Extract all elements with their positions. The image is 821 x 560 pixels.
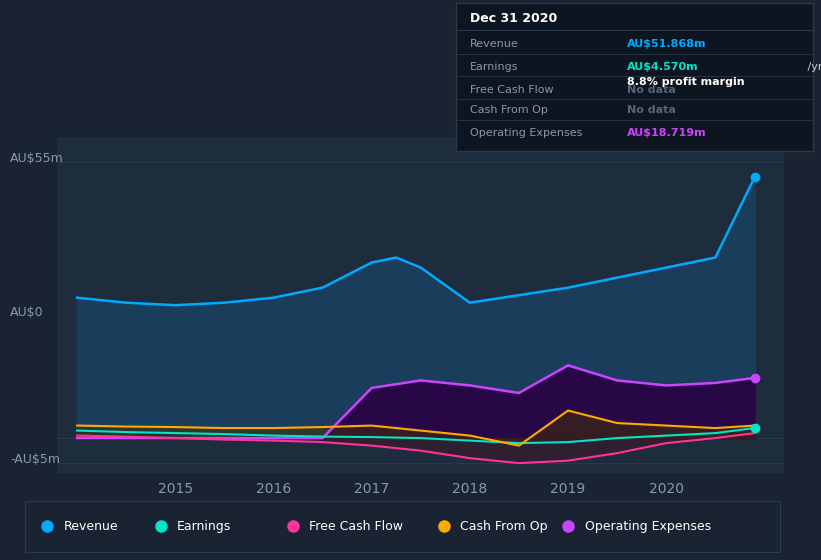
Text: Revenue: Revenue	[470, 39, 519, 49]
Text: 8.8% profit margin: 8.8% profit margin	[627, 77, 745, 87]
Text: Operating Expenses: Operating Expenses	[470, 128, 582, 138]
Text: Revenue: Revenue	[64, 520, 118, 533]
Text: Earnings: Earnings	[177, 520, 232, 533]
Text: AU$0: AU$0	[10, 306, 44, 319]
Text: /yr: /yr	[804, 62, 821, 72]
Text: AU$51.868m: AU$51.868m	[627, 39, 707, 49]
Text: No data: No data	[627, 105, 676, 115]
Text: Free Cash Flow: Free Cash Flow	[310, 520, 403, 533]
Text: Cash From Op: Cash From Op	[461, 520, 548, 533]
Text: AU$55m: AU$55m	[10, 152, 64, 165]
Text: No data: No data	[627, 85, 676, 95]
Text: Dec 31 2020: Dec 31 2020	[470, 12, 557, 25]
Text: AU$4.570m: AU$4.570m	[627, 62, 699, 72]
Text: Operating Expenses: Operating Expenses	[585, 520, 711, 533]
Text: Earnings: Earnings	[470, 62, 518, 72]
Text: AU$18.719m: AU$18.719m	[627, 128, 707, 138]
Text: Free Cash Flow: Free Cash Flow	[470, 85, 553, 95]
Text: -AU$5m: -AU$5m	[10, 453, 60, 466]
Text: Cash From Op: Cash From Op	[470, 105, 548, 115]
